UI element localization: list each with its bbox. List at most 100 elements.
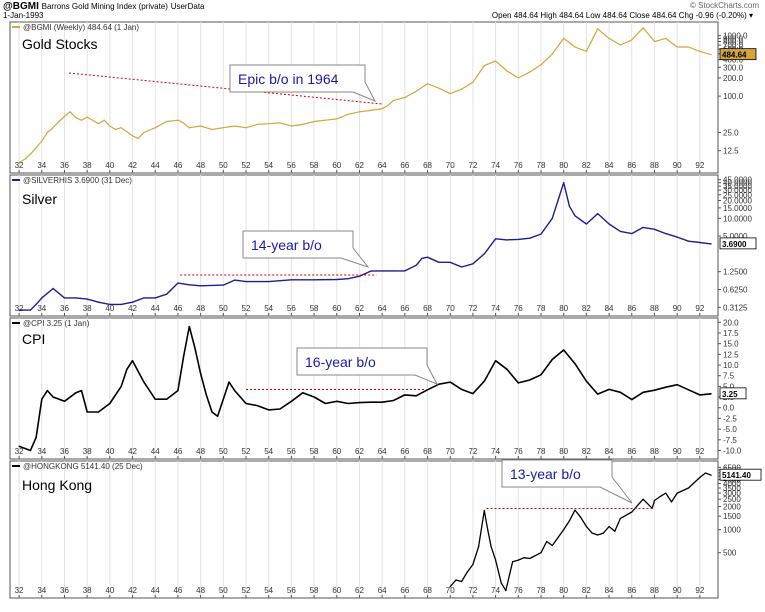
data-point <box>665 386 667 388</box>
x-tick-label: 72 <box>468 304 477 313</box>
data-point <box>41 398 43 400</box>
data-point <box>540 374 542 376</box>
data-point <box>687 389 690 391</box>
data-point <box>188 284 190 286</box>
y-tick-label: 2000 <box>723 503 741 512</box>
data-point <box>551 217 553 219</box>
data-point <box>455 579 457 581</box>
y-tick-label: 0.0 <box>723 404 735 413</box>
data-point <box>154 127 156 129</box>
data-point <box>551 53 553 55</box>
x-tick-label: 88 <box>650 161 659 170</box>
data-point <box>477 546 480 548</box>
data-point <box>540 64 542 66</box>
data-point <box>392 99 395 101</box>
data-point <box>143 131 145 134</box>
x-tick-label: 56 <box>287 586 296 595</box>
data-point <box>387 104 389 107</box>
x-tick-label: 44 <box>151 161 160 170</box>
data-point <box>659 496 661 498</box>
data-point <box>75 392 77 394</box>
data-point <box>194 347 196 349</box>
y-tick-label: 30.0000 <box>723 186 752 195</box>
symbol-text: @BGMI <box>3 1 39 12</box>
data-point <box>109 125 111 127</box>
x-tick-label: 60 <box>332 586 341 595</box>
x-tick-label: 34 <box>37 447 46 456</box>
x-tick-label: 72 <box>468 447 477 456</box>
data-point <box>114 128 117 131</box>
x-tick-label: 70 <box>446 586 455 595</box>
data-point <box>392 399 395 402</box>
data-point <box>97 301 100 303</box>
data-point <box>58 120 60 123</box>
data-point <box>358 275 361 277</box>
y-tick-label: 10.0 <box>723 361 739 370</box>
data-point <box>551 358 553 361</box>
x-tick-label: 86 <box>627 161 636 170</box>
data-point <box>460 580 463 583</box>
x-tick-label: 84 <box>605 304 614 313</box>
data-point <box>591 532 593 534</box>
y-tick-label: 6500 <box>723 463 741 472</box>
data-point <box>487 529 489 531</box>
y-tick-label: 12.5 <box>723 147 739 156</box>
data-point <box>631 511 633 513</box>
quote-bar: Open 484.64 High 484.64 Low 484.64 Close… <box>491 11 753 20</box>
plot-area <box>9 21 719 174</box>
data-point <box>97 123 100 125</box>
data-point <box>483 380 485 382</box>
data-point <box>597 534 599 536</box>
x-tick-label: 92 <box>695 304 704 313</box>
data-point <box>574 363 576 365</box>
x-tick-label: 70 <box>446 161 455 170</box>
x-tick-label: 88 <box>650 586 659 595</box>
data-point <box>182 355 185 358</box>
legend-swatch <box>12 465 20 467</box>
data-point <box>597 393 599 395</box>
y-tick-label: 45.0000 <box>723 176 752 185</box>
data-point <box>653 499 656 502</box>
x-tick-label: 92 <box>695 447 704 456</box>
callout-text: Epic b/o in 1964 <box>238 71 339 87</box>
data-point <box>704 472 707 474</box>
y-tick-label: 100.0 <box>723 92 744 101</box>
y-tick-label: 4000 <box>723 480 741 489</box>
chart-header: @BGMI Barrons Gold Mining Index (private… <box>0 0 765 22</box>
data-point <box>75 297 77 299</box>
data-point <box>404 394 406 396</box>
data-point <box>211 411 213 413</box>
y-tick-label: 5.0 <box>723 382 735 391</box>
data-point <box>676 236 678 238</box>
x-tick-label: 46 <box>173 161 182 170</box>
x-tick-label: 50 <box>219 447 228 456</box>
plot-area <box>9 317 719 460</box>
legend-label: @CPI 3.25 (1 Jan) <box>23 319 90 328</box>
data-point <box>29 153 32 155</box>
data-point <box>517 238 519 240</box>
data-point <box>69 111 71 113</box>
x-tick-label: 88 <box>650 447 659 456</box>
y-tick-label: -10.0 <box>723 446 742 455</box>
data-point <box>200 285 202 287</box>
data-point <box>631 233 633 235</box>
data-point <box>653 389 656 391</box>
x-tick-label: 66 <box>400 304 409 313</box>
last-value-box <box>719 468 762 481</box>
x-tick-label: 34 <box>37 586 46 595</box>
callout-text: 13-year b/o <box>510 466 581 482</box>
data-point <box>710 54 712 56</box>
data-point <box>177 282 179 284</box>
data-point <box>370 401 372 403</box>
x-tick-label: 76 <box>514 161 523 170</box>
data-point <box>574 46 576 48</box>
data-point <box>217 415 219 417</box>
x-tick-label: 36 <box>60 304 69 313</box>
data-point <box>358 402 361 404</box>
data-point <box>710 243 712 245</box>
data-point <box>438 383 440 385</box>
data-point <box>126 368 128 370</box>
data-point <box>653 228 656 230</box>
x-tick-label: 44 <box>151 447 160 456</box>
data-point <box>97 411 100 413</box>
